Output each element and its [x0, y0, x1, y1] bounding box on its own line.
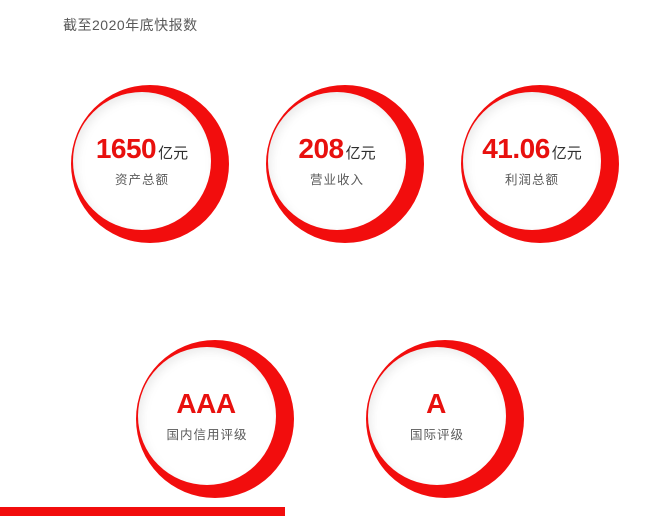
stat-badge-total-profit: 41.06 亿元 利润总额 — [461, 85, 619, 243]
stat-value: A — [426, 387, 446, 419]
stat-label: 国际评级 — [409, 427, 464, 442]
stat-label: 国内信用评级 — [166, 427, 248, 442]
stat-value-line: 1650 亿元 — [95, 132, 189, 164]
stat-badge-international-rating: A 国际评级 — [366, 340, 524, 498]
stat-badge-domestic-credit-rating: AAA 国内信用评级 — [136, 340, 294, 498]
stat-badge-total-assets: 1650 亿元 资产总额 — [71, 85, 229, 243]
stat-value: 41.06 — [482, 132, 550, 164]
stat-value-line: AAA — [176, 387, 237, 419]
stat-value-line: 41.06 亿元 — [482, 132, 582, 164]
stat-unit: 亿元 — [551, 144, 582, 162]
badge-inner-circle: 1650 亿元 资产总额 — [73, 92, 211, 230]
stat-unit: 亿元 — [158, 144, 189, 162]
bottom-accent-bar — [0, 507, 285, 516]
badge-inner-circle: AAA 国内信用评级 — [138, 347, 276, 485]
badge-inner-circle: 41.06 亿元 利润总额 — [463, 92, 601, 230]
badge-inner-circle: A 国际评级 — [368, 347, 506, 485]
stat-value: AAA — [176, 387, 236, 419]
badge-inner-circle: 208 亿元 营业收入 — [268, 92, 406, 230]
page-title: 截至2020年底快报数 — [63, 17, 198, 33]
stat-label: 资产总额 — [114, 172, 169, 187]
stat-badge-operating-revenue: 208 亿元 营业收入 — [266, 85, 424, 243]
stat-unit: 亿元 — [345, 144, 376, 162]
stat-value-line: A — [426, 387, 448, 419]
stat-value: 1650 — [95, 132, 157, 164]
stat-value: 208 — [298, 132, 344, 164]
stat-label: 利润总额 — [504, 172, 559, 187]
stat-label: 营业收入 — [309, 172, 364, 187]
stat-value-line: 208 亿元 — [298, 132, 376, 164]
